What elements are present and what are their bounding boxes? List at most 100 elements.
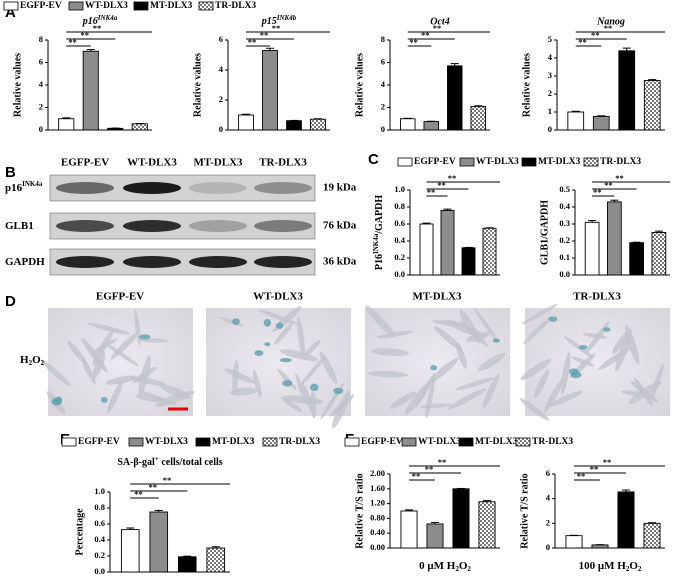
y-tick-label: 6 bbox=[219, 34, 223, 44]
cell bbox=[280, 396, 304, 413]
y-axis-label: Relative values bbox=[12, 53, 23, 117]
cell bbox=[302, 339, 321, 358]
text-run: 0 μM H bbox=[419, 560, 456, 572]
significance-label: ** bbox=[68, 37, 77, 47]
cell bbox=[107, 380, 124, 414]
chart-title: Nanog bbox=[596, 16, 625, 27]
chart-title: p15INK4b bbox=[261, 14, 297, 28]
cell bbox=[155, 391, 195, 407]
text-run: H bbox=[20, 354, 29, 366]
bar bbox=[206, 547, 226, 573]
cell bbox=[87, 322, 130, 335]
cell bbox=[298, 355, 326, 388]
y-tick-label: 0.6 bbox=[394, 218, 405, 228]
blot-column-header: MT-DLX3 bbox=[193, 157, 243, 169]
text-run: GAPDH bbox=[5, 256, 45, 268]
y-tick-label: 0.8 bbox=[394, 201, 405, 211]
significance-label: ** bbox=[603, 457, 612, 467]
bar bbox=[591, 544, 609, 549]
significance-label: ** bbox=[248, 37, 257, 47]
y-tick-label: 6 bbox=[546, 468, 550, 478]
text-run: SA-β-gal bbox=[117, 457, 155, 468]
y-tick-label: 0.4 bbox=[94, 534, 105, 544]
text-run: 2 bbox=[41, 359, 45, 367]
y-tick-label: 1.20 bbox=[370, 498, 385, 508]
y-tick-label: 1.60 bbox=[370, 483, 385, 493]
text-run: O bbox=[32, 354, 41, 366]
cell bbox=[296, 315, 306, 360]
y-tick-label: 6 bbox=[39, 56, 43, 66]
cell bbox=[139, 338, 169, 343]
cell bbox=[477, 352, 506, 372]
significance-label: ** bbox=[272, 23, 281, 33]
blot-column-header: WT-DLX3 bbox=[127, 157, 177, 169]
y-axis-label: Relative values bbox=[354, 53, 365, 117]
significance-label: ** bbox=[81, 30, 90, 40]
significance-label: ** bbox=[615, 173, 624, 183]
significance-label: ** bbox=[425, 464, 434, 474]
text-run: INK4a bbox=[372, 233, 380, 254]
bar bbox=[567, 111, 585, 131]
cell bbox=[630, 381, 659, 404]
y-tick-label: 0 bbox=[219, 124, 223, 134]
y-tick-label: 0.2 bbox=[394, 252, 405, 262]
image-column-header: TR-DLX3 bbox=[573, 291, 621, 303]
cell bbox=[433, 326, 463, 351]
panel-label: A bbox=[5, 4, 16, 21]
y-tick-label: 2 bbox=[219, 94, 223, 104]
y-tick-label: 0.80 bbox=[370, 512, 385, 522]
legend-label: TR-DLX3 bbox=[215, 1, 256, 11]
cell bbox=[428, 357, 459, 383]
y-tick-label: 1.0 bbox=[94, 486, 105, 496]
text-run: GLB1 bbox=[5, 220, 34, 232]
legend-label: MT-DLX3 bbox=[150, 1, 193, 11]
cell bbox=[105, 375, 137, 385]
y-tick-label: 0.0 bbox=[394, 269, 405, 279]
y-tick-label: 0 bbox=[548, 124, 552, 134]
y-tick-label: 4 bbox=[39, 79, 44, 89]
cell bbox=[230, 387, 258, 396]
blot-row-label: p16INK4a bbox=[5, 180, 43, 194]
cell bbox=[81, 356, 96, 385]
bar bbox=[177, 556, 197, 573]
bar bbox=[618, 50, 636, 131]
text-run: cells/total cells bbox=[159, 457, 223, 468]
blot-band bbox=[123, 182, 181, 194]
significance-label: ** bbox=[593, 187, 602, 197]
legend-swatch bbox=[128, 437, 144, 447]
text-run: + bbox=[155, 455, 159, 463]
cell bbox=[544, 377, 564, 413]
bar bbox=[426, 523, 444, 549]
significance-label: ** bbox=[437, 180, 446, 190]
bar bbox=[470, 105, 486, 131]
cell bbox=[92, 328, 114, 366]
blot-band bbox=[189, 220, 247, 232]
bar bbox=[452, 488, 470, 549]
cell bbox=[548, 390, 583, 407]
legend-swatch bbox=[458, 437, 474, 447]
y-tick-label: 1 bbox=[548, 106, 552, 116]
y-tick-label: 0.2 bbox=[94, 550, 105, 560]
cell bbox=[519, 398, 550, 421]
y-tick-label: 2 bbox=[546, 517, 550, 527]
bar bbox=[617, 491, 635, 549]
legend-swatch bbox=[583, 157, 599, 167]
bar bbox=[607, 201, 622, 276]
text-run: O bbox=[459, 560, 468, 572]
significance-label: ** bbox=[577, 471, 586, 481]
significance-label: ** bbox=[163, 475, 172, 485]
bar bbox=[82, 50, 99, 131]
bar bbox=[651, 232, 667, 276]
image-column-header: WT-DLX3 bbox=[253, 291, 303, 303]
cell bbox=[561, 351, 571, 395]
bar bbox=[310, 118, 326, 131]
legend-label: EGFP-EV bbox=[78, 437, 120, 447]
text-run: p15 bbox=[261, 16, 277, 27]
cell bbox=[571, 356, 595, 367]
cell bbox=[258, 309, 299, 325]
legend-label: EGFP-EV bbox=[361, 437, 403, 447]
legend-swatch bbox=[61, 437, 77, 447]
text-run: 2 bbox=[467, 565, 471, 573]
y-tick-label: 0 bbox=[546, 542, 550, 552]
